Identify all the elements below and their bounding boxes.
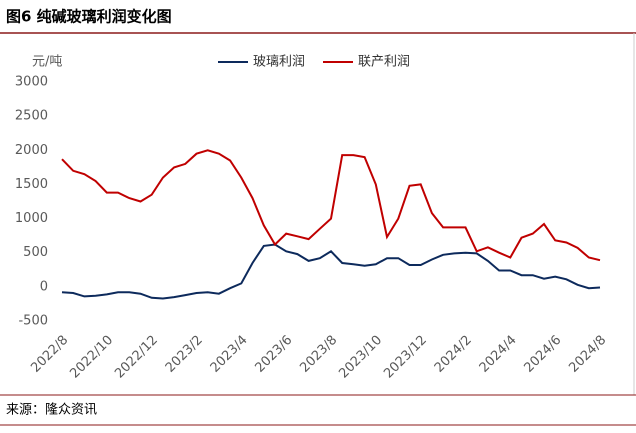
x-tick-label: 2023/2 <box>163 333 206 376</box>
x-tick-label: 2023/8 <box>297 333 340 376</box>
y-axis-label: 元/吨 <box>32 55 62 70</box>
y-tick-label: 1500 <box>15 177 48 192</box>
y-tick-label: 500 <box>23 245 48 260</box>
y-tick-label: 3000 <box>15 75 48 90</box>
legend-label: 玻璃利润 <box>253 55 305 70</box>
chart-title: 图6 纯碱玻璃利润变化图 <box>6 8 172 26</box>
y-tick-label: 1000 <box>15 211 48 226</box>
y-tick-label: 0 <box>40 279 48 294</box>
x-tick-label: 2023/10 <box>336 333 385 382</box>
series-line <box>61 243 601 300</box>
x-tick-label: 2024/8 <box>566 333 609 376</box>
x-tick-label: 2024/2 <box>432 333 475 376</box>
y-tick-label: 2000 <box>15 143 48 158</box>
x-tick-label: 2022/8 <box>28 333 71 376</box>
source: 来源：隆众资讯 <box>6 403 97 418</box>
series-line <box>61 149 601 262</box>
x-tick-label: 2022/12 <box>112 333 161 382</box>
x-tick-label: 2024/6 <box>522 333 565 376</box>
x-tick-label: 2022/10 <box>67 333 116 382</box>
y-tick-label: 2500 <box>15 109 48 124</box>
y-tick-label: -500 <box>18 314 48 329</box>
x-tick-label: 2024/4 <box>477 333 520 376</box>
x-tick-label: 2023/6 <box>253 333 296 376</box>
x-tick-label: 2023/4 <box>208 333 251 376</box>
legend-label: 联产利润 <box>358 55 410 70</box>
x-tick-label: 2023/12 <box>381 333 430 382</box>
